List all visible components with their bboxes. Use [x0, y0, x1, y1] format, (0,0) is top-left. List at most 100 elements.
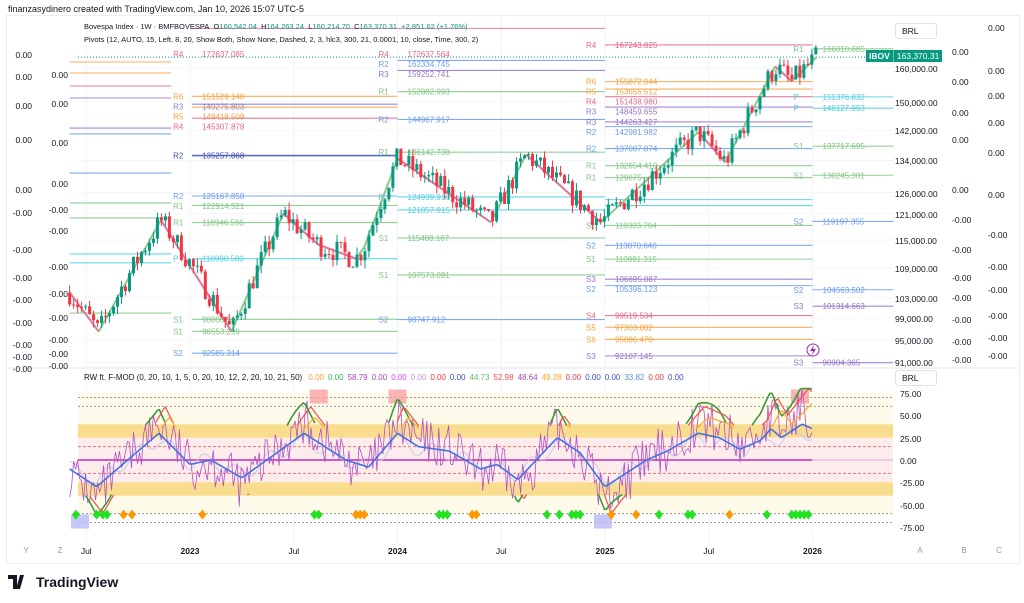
- pivot-level-value: 110990.580: [202, 255, 244, 264]
- pivot-level-value: 151376.832: [823, 93, 866, 102]
- candle-up: [231, 317, 235, 325]
- right-axis-a-label: 0.00: [952, 135, 969, 145]
- pivot-level-value: 172637.085: [202, 50, 245, 59]
- candle-down: [203, 271, 207, 300]
- scale-button-c[interactable]: C: [996, 546, 1002, 555]
- pivot-level-value: 107573.091: [408, 271, 451, 280]
- oscillator-currency-button[interactable]: BRL: [895, 370, 937, 386]
- oscillator-legend[interactable]: RW ft. F-MOD (0, 20, 10, 1, 5, 0, 20, 10…: [84, 373, 692, 383]
- green-signal-diamond: [804, 509, 813, 520]
- candle-down: [598, 218, 602, 222]
- oscillator-axis-label: 0.00: [900, 456, 917, 466]
- pivot-level-value: 132654.410: [615, 162, 658, 171]
- candle-down: [622, 202, 626, 210]
- candle-up: [279, 215, 283, 218]
- left-axis-b-label: -0.00: [48, 361, 68, 371]
- candle-down: [487, 209, 491, 211]
- pivot-level-label: P: [794, 93, 799, 102]
- candle-down: [80, 307, 84, 309]
- candle-up: [363, 251, 367, 261]
- scale-button-b[interactable]: B: [961, 546, 967, 555]
- oscillator-axis-label: -50.00: [900, 500, 925, 511]
- candle-up: [187, 259, 191, 267]
- orange-signal-diamond: [352, 509, 360, 520]
- candle-down: [411, 155, 415, 170]
- candle-up: [395, 148, 399, 167]
- candle-up: [527, 154, 531, 156]
- pivot-level-value: 98747.912: [408, 316, 446, 325]
- pivot-level-value: 125167.858: [202, 192, 245, 201]
- overbought-band: [78, 424, 893, 438]
- pivot-level-label: S5: [586, 323, 596, 332]
- candle-up: [495, 201, 499, 222]
- candle-down: [491, 210, 495, 222]
- candle-down: [72, 304, 76, 306]
- time-axis-label: 2023: [180, 546, 200, 556]
- oscillator-value: 0.00: [449, 373, 466, 382]
- candle-down: [327, 254, 331, 256]
- oscillator-axis-label: -25.00: [900, 478, 925, 489]
- pivot-level-value: 153655.512: [615, 88, 658, 97]
- pivot-level-label: S1: [173, 315, 183, 324]
- right-axis-b-label: 0.00: [988, 118, 1005, 128]
- pivot-level-value: 96553.239: [202, 327, 240, 336]
- pivot-level-value: 151438.980: [615, 98, 658, 107]
- scale-button-y[interactable]: Y: [23, 546, 29, 555]
- candle-up: [702, 131, 706, 142]
- candle-down: [531, 154, 535, 166]
- oscillator-name: RW ft. F-MOD (0, 20, 10, 1, 5, 0, 20, 10…: [84, 373, 303, 382]
- right-axis-a-label: -0.00: [952, 355, 972, 365]
- candle-down: [199, 265, 203, 272]
- candle-down: [419, 164, 423, 178]
- candle-up: [303, 222, 307, 230]
- candle-up: [128, 273, 132, 292]
- pivot-level-label: S2: [379, 316, 389, 325]
- green-signal-diamond: [791, 509, 800, 520]
- candle-up: [722, 156, 726, 160]
- candle-up: [690, 130, 694, 150]
- price-axis-label: 142,000.00: [895, 126, 938, 137]
- right-axis-a-label: -0.00: [952, 245, 972, 255]
- candle-up: [235, 315, 239, 318]
- pivot-level-value: 172637.564: [408, 50, 451, 59]
- left-axis-a-label: 0.00: [15, 72, 32, 82]
- candle-down: [634, 189, 638, 202]
- scale-button-z[interactable]: Z: [57, 546, 63, 555]
- candle-down: [267, 241, 271, 250]
- pivot-level-value: 115488.167: [408, 234, 450, 243]
- pivot-level-label: P: [173, 255, 178, 264]
- pivot-level-label: S3: [794, 359, 804, 368]
- candle-up: [243, 308, 247, 314]
- symbol-legend[interactable]: Bovespa Index · 1W · BMFBOVESPA O160,542…: [84, 22, 468, 32]
- pivot-level-label: R6: [173, 92, 184, 101]
- left-axis-a-label: -0.00: [12, 318, 32, 328]
- candle-down: [183, 260, 187, 267]
- pivot-level-value: 148459.655: [615, 108, 658, 117]
- candle-up: [758, 96, 762, 110]
- candle-down: [167, 216, 171, 239]
- candle-down: [698, 126, 702, 142]
- green-signal-diamond: [576, 509, 585, 520]
- pivot-level-label: R2: [586, 128, 597, 137]
- candle-up: [211, 294, 215, 306]
- high-value: 164,263.24: [266, 22, 305, 31]
- candle-up: [383, 199, 387, 210]
- pivot-level-label: S1: [379, 271, 389, 280]
- pivot-level-label: R6: [586, 78, 597, 87]
- currency-button[interactable]: BRL: [895, 23, 937, 39]
- pivot-level-value: 90904.365: [823, 359, 861, 368]
- oscillator-value: 33.82: [624, 373, 645, 382]
- scale-button-a[interactable]: A: [917, 546, 923, 555]
- pivots-legend[interactable]: Pivots (12, AUTO, 15, Left, 8, 20, Show …: [84, 35, 479, 44]
- pivot-level-label: S4: [586, 312, 596, 321]
- green-signal-diamond: [654, 509, 663, 520]
- price-axis-label: 115,000.00: [895, 236, 937, 247]
- oscillator-value: 0.00: [648, 373, 664, 382]
- candle-down: [124, 286, 128, 292]
- candle-down: [463, 197, 467, 205]
- candle-up: [642, 184, 646, 197]
- candle-up: [574, 190, 578, 206]
- green-signal-diamond: [314, 509, 323, 520]
- time-axis-label: 2026: [803, 546, 822, 556]
